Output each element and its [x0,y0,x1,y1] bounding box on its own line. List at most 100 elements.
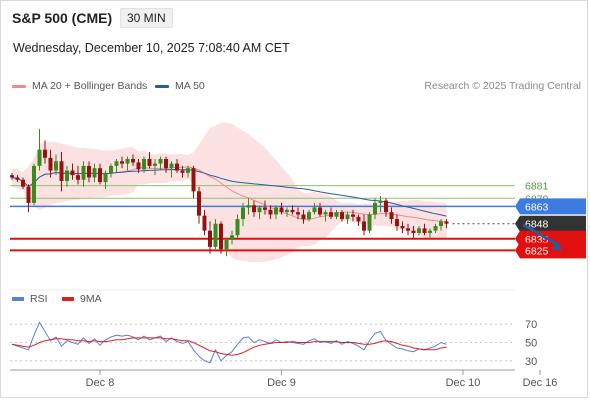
candle [356,214,361,227]
legend-item-ma50: MA 50 [155,80,205,92]
candle-body [373,202,377,215]
legend-label-rsi: RSI [30,293,48,305]
candle-body [219,223,223,250]
candle [164,156,168,173]
candle-body [59,161,64,181]
candle-body [10,175,14,178]
candle-body [334,212,339,217]
level-tag-bg [515,198,586,215]
candle-body [433,226,438,231]
legend-item-ma20: MA 20 + Bollinger Bands [12,80,147,92]
candle [202,209,207,236]
candle-body [439,221,443,227]
level-label-6863: 6863 [525,201,549,213]
candle [274,205,278,220]
candle [131,154,135,166]
candle [21,177,25,190]
candle-body [279,207,284,213]
candle [191,165,196,199]
candle-body [356,216,361,222]
candle-body [169,163,174,169]
candle [351,209,355,222]
instrument-title: S&P 500 (CME) [12,10,113,26]
candle [373,198,377,220]
legend-item-rsi: RSI [12,293,48,305]
candle-body [274,207,278,215]
candle-body [76,175,80,180]
candle [48,149,53,178]
candle-body [389,212,394,220]
candle-body [81,165,86,180]
candle-body [213,223,218,247]
candle [54,154,58,176]
candle [87,161,91,183]
ma50-swatch [155,84,169,88]
candle-body [417,228,421,233]
candle-body [114,161,119,166]
candle [279,202,284,215]
candle [263,200,267,215]
candle [406,223,410,236]
x-tick-label: Dec 16 [523,377,558,389]
bollinger-band [12,122,447,263]
candle [158,156,163,171]
candle [197,186,201,224]
candle-body [318,207,322,215]
candle-body [21,179,25,187]
legend-label-ma20: MA 20 + Bollinger Bands [32,80,148,92]
candle-body [384,200,388,213]
rsi-tick-30: 30 [525,356,537,368]
candle-body [208,230,212,247]
candle-body [235,219,240,236]
candle [362,214,366,236]
candle-body [136,162,141,170]
candle-body [268,209,273,215]
candle-body [345,214,350,220]
candle [235,214,240,238]
rsi-swatch [12,297,24,301]
candle [120,156,124,169]
candle-body [98,168,102,183]
candle [428,228,432,238]
candle [334,209,339,220]
candle [219,221,223,254]
legend-item-9ma: 9MA [62,293,102,305]
candle-body [362,221,366,231]
candle-body [153,163,157,166]
candle-body [301,214,306,220]
candle-body [329,212,333,217]
rsi-series-9ma [11,337,447,356]
candle [301,209,306,224]
candle-body [444,221,449,224]
candle-body [109,165,113,173]
candle [318,202,322,217]
candle [81,161,86,187]
candle-body [224,239,229,250]
x-tick-label: Dec 10 [446,377,481,389]
candle-body [15,177,20,180]
candle-body [70,170,75,176]
timeframe-badge[interactable]: 30 MIN [120,8,173,28]
level-label-6825: 6825 [525,245,549,257]
candle-body [43,149,47,158]
candle [136,158,141,173]
level-tag-6848: 6848 [515,215,586,232]
candle-body [340,212,344,220]
candle [433,223,438,233]
candle-body [175,163,179,171]
candle [98,163,102,185]
candle-body [147,158,152,166]
candle-body [191,168,196,192]
candle-body [307,212,311,220]
candle [76,165,80,185]
candle-body [230,235,234,240]
candle-body [65,170,69,181]
candle-body [428,230,432,233]
copyright-text: Research © 2025 Trading Central [424,80,581,92]
candle [142,156,146,173]
candle-body [290,209,295,213]
candle [32,163,36,206]
candle [125,156,130,171]
candle [296,207,300,220]
